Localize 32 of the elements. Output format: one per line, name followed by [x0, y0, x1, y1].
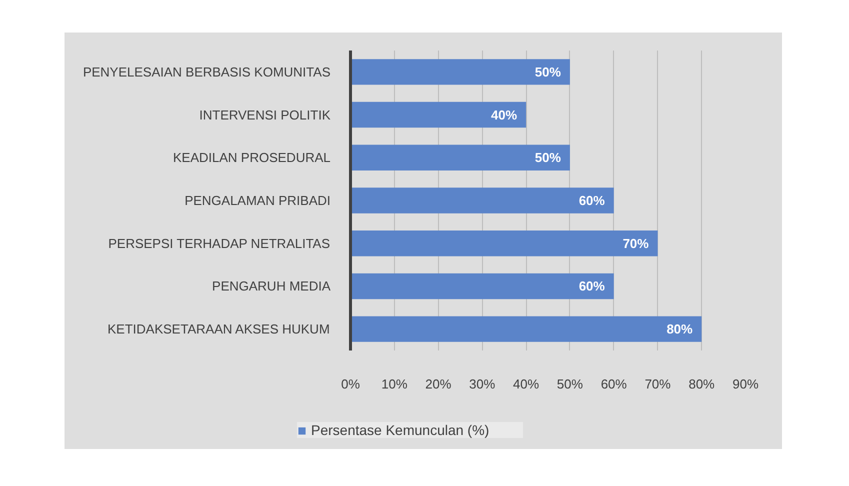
data-label: 70%	[622, 236, 650, 251]
bar	[350, 102, 526, 128]
legend-label: Persentase Kemunculan (%)	[311, 422, 490, 438]
y-tick-label: KETIDAKSETARAAN AKSES HUKUM	[108, 322, 330, 337]
data-label: 80%	[666, 322, 694, 337]
y-tick-label: PENGALAMAN PRIBADI	[184, 193, 331, 208]
data-label: 40%	[491, 107, 518, 122]
y-tick-label: KEADILAN PROSEDURAL	[173, 150, 331, 166]
x-tick-label: 90%	[732, 376, 759, 392]
data-label: 60%	[578, 278, 606, 294]
bar	[350, 316, 702, 342]
x-tick-label: 40%	[513, 376, 540, 392]
x-tick-label: 10%	[381, 376, 408, 392]
x-tick-label: 50%	[556, 376, 584, 392]
x-tick-label: 30%	[469, 376, 496, 392]
y-tick-label: PENYELESAIAN BERBASIS KOMUNITAS	[82, 64, 331, 80]
x-tick-label: 60%	[600, 376, 628, 392]
data-label: 60%	[578, 193, 606, 208]
y-tick-label: PERSEPSI TERHADAP NETRALITAS	[108, 236, 330, 251]
y-tick-label: INTERVENSI POLITIK	[199, 107, 331, 122]
bar	[350, 59, 570, 85]
x-tick-label: 0%	[341, 376, 360, 392]
data-label: 50%	[534, 150, 562, 166]
bar	[350, 273, 614, 300]
bar	[350, 188, 614, 214]
x-tick-label: 20%	[425, 376, 452, 392]
x-tick-label: 80%	[688, 376, 716, 392]
y-tick-label: PENGARUH MEDIA	[212, 278, 331, 294]
bar	[350, 230, 658, 256]
x-tick-label: 70%	[644, 376, 672, 392]
data-label: 50%	[534, 64, 562, 80]
bar	[350, 144, 570, 170]
